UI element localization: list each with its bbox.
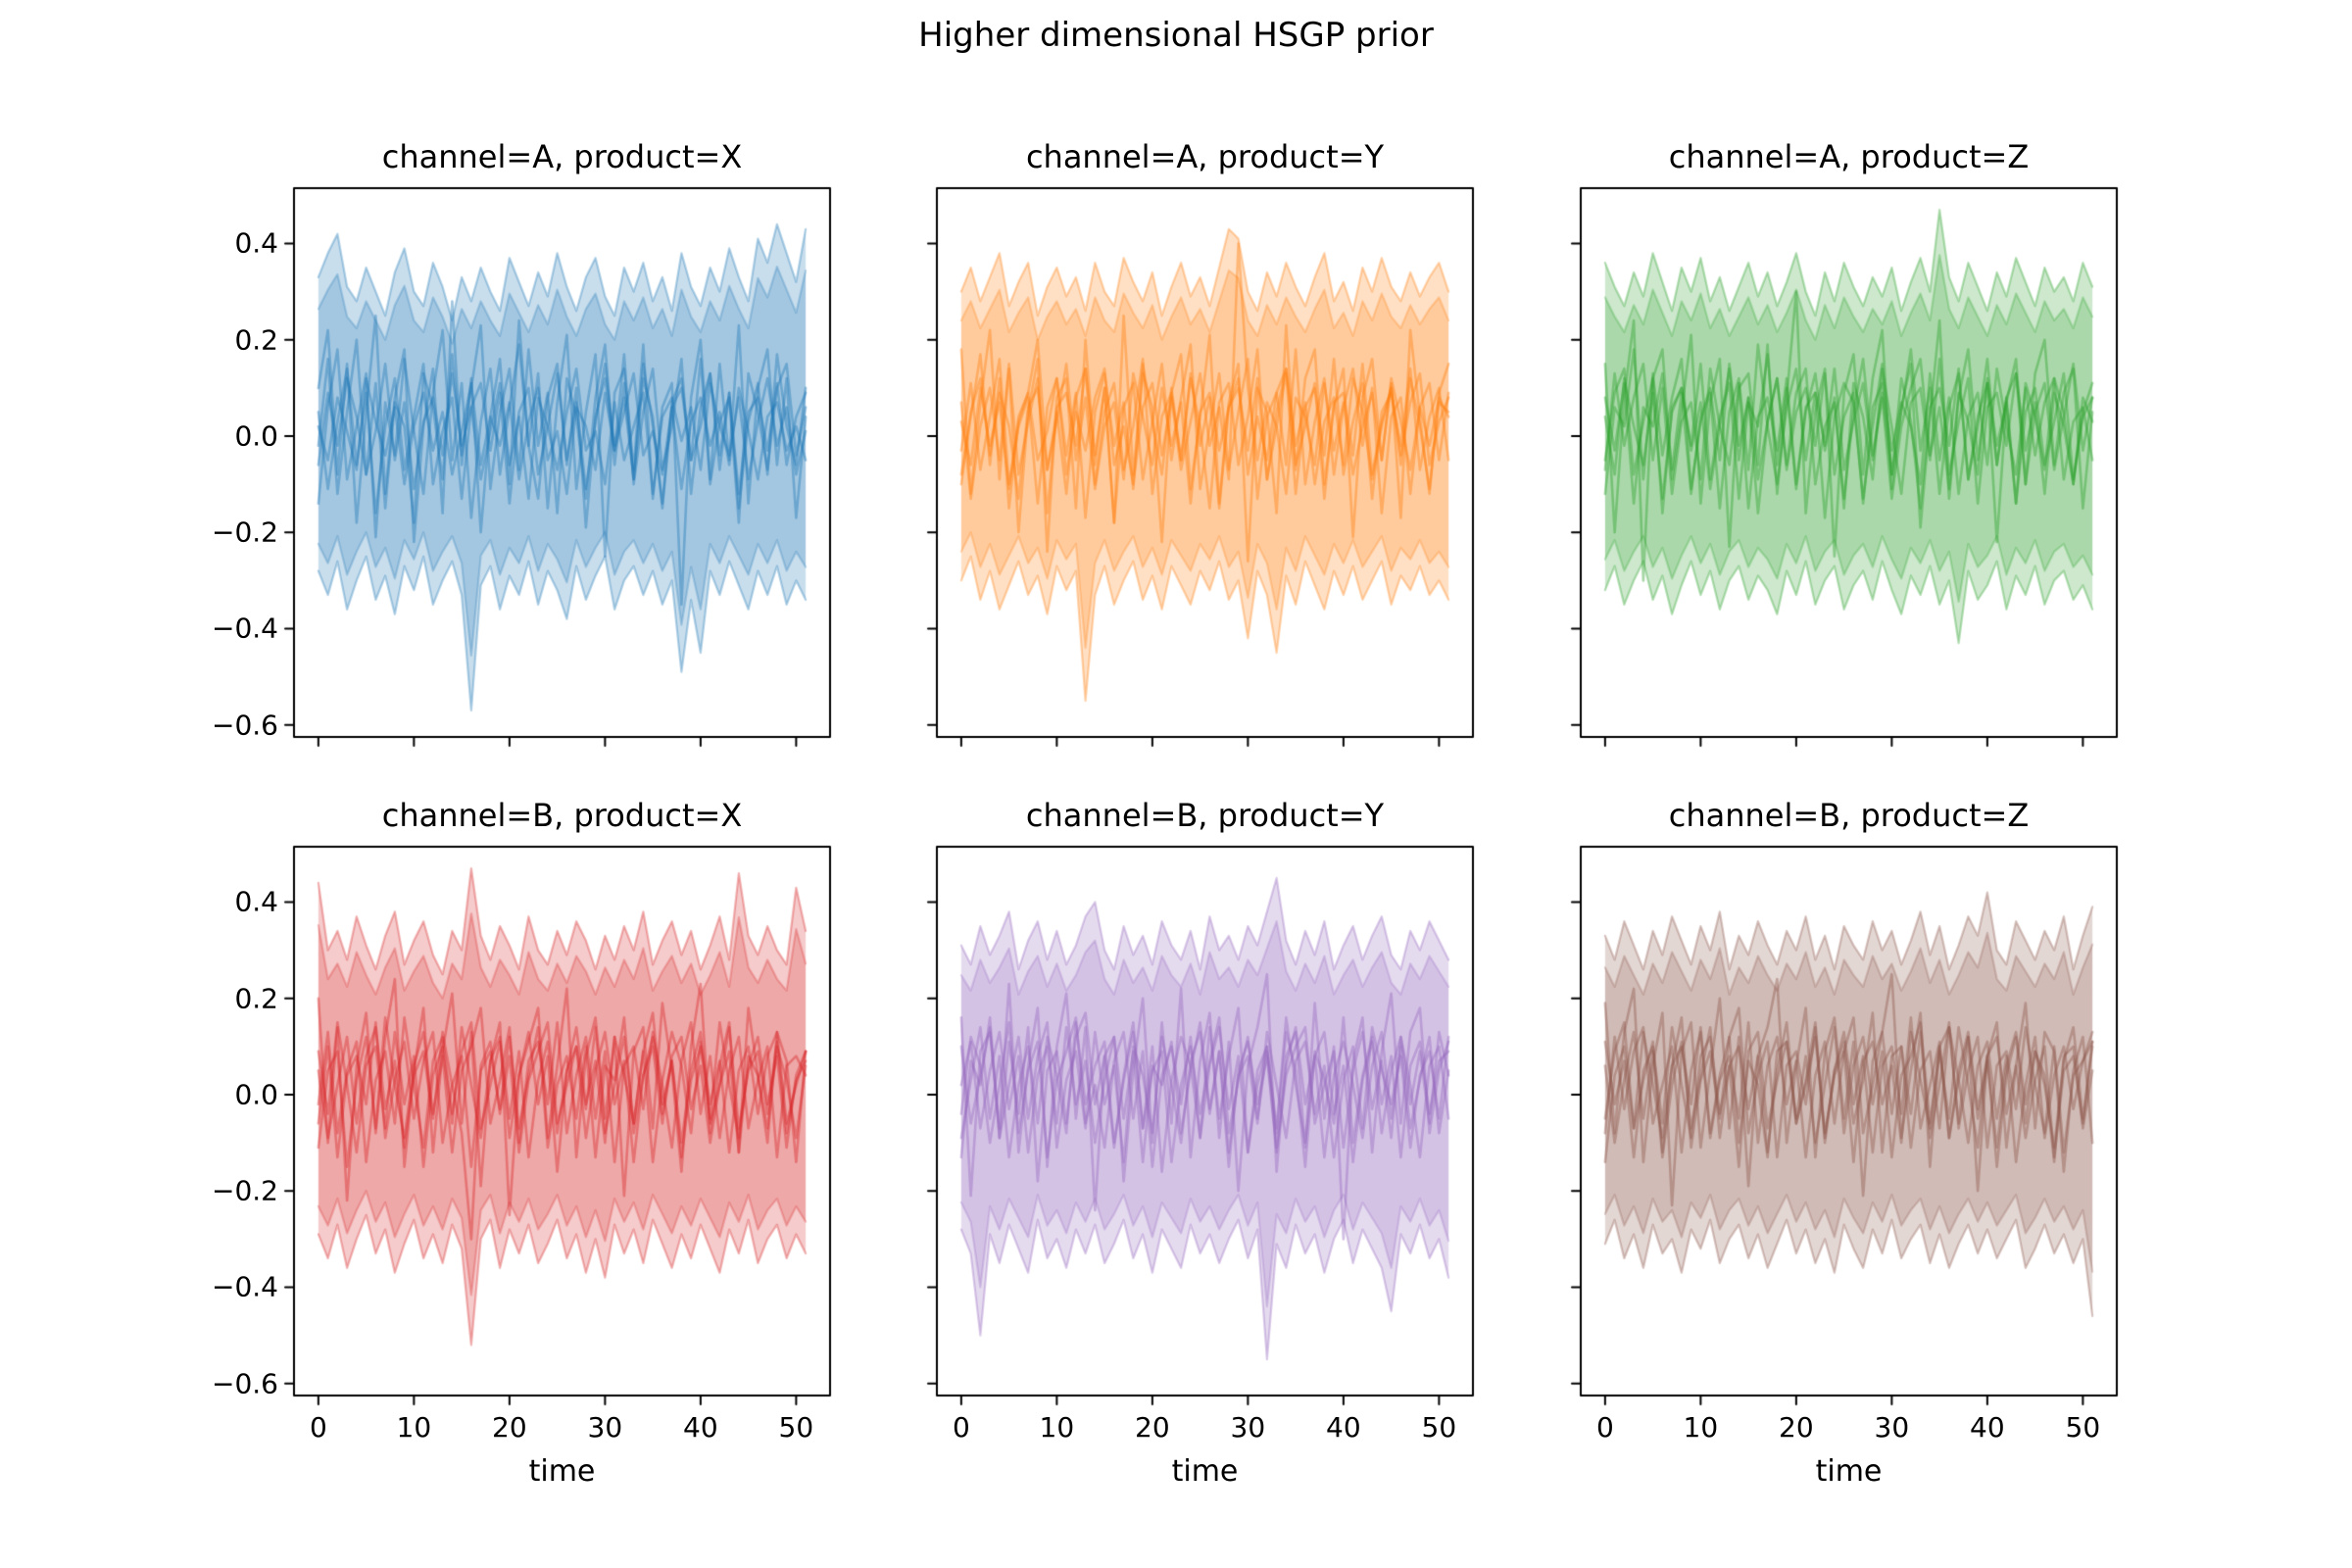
y-tick-label: 0.2: [234, 323, 278, 357]
y-tick-label: 0.4: [234, 885, 278, 918]
x-tick-label: 40: [1970, 1411, 2005, 1444]
x-tick-label: 10: [1683, 1411, 1719, 1444]
subplot-title-channel-b-product-y: channel=B, product=Y: [1025, 797, 1385, 834]
y-tick-label: −0.6: [212, 709, 278, 742]
x-tick-label: 50: [2065, 1411, 2101, 1444]
subplot-canvas-channel-b-product-z: [1567, 845, 2121, 1409]
y-tick-label: 0.0: [234, 1078, 278, 1111]
subplot-canvas-channel-a-product-y: [923, 186, 1477, 751]
subplot-title-channel-a-product-y: channel=A, product=Y: [1025, 138, 1385, 175]
y-tick-label: −0.4: [212, 612, 278, 645]
x-tick-label: 0: [309, 1411, 327, 1444]
x-tick-label: 40: [683, 1411, 718, 1444]
x-tick-label: 30: [587, 1411, 623, 1444]
x-tick-label: 50: [1421, 1411, 1457, 1444]
x-tick-label: 40: [1326, 1411, 1361, 1444]
subplot-title-channel-b-product-z: channel=B, product=Z: [1668, 797, 2030, 834]
x-tick-label: 20: [492, 1411, 527, 1444]
subplot-canvas-channel-a-product-z: [1567, 186, 2121, 751]
y-tick-label: −0.2: [212, 1174, 278, 1207]
figure-title: Higher dimensional HSGP prior: [918, 16, 1434, 55]
x-tick-label: 50: [778, 1411, 814, 1444]
x-axis-label: time: [1815, 1454, 1883, 1489]
x-tick-label: 30: [1874, 1411, 1910, 1444]
y-tick-label: 0.0: [234, 419, 278, 453]
x-tick-label: 10: [1039, 1411, 1075, 1444]
subplot-canvas-channel-b-product-y: [923, 845, 1477, 1409]
y-tick-label: −0.6: [212, 1367, 278, 1400]
x-tick-label: 0: [952, 1411, 970, 1444]
x-axis-label: time: [528, 1454, 596, 1489]
x-tick-label: 20: [1135, 1411, 1170, 1444]
subplot-title-channel-b-product-x: channel=B, product=X: [381, 797, 743, 834]
x-axis-label: time: [1171, 1454, 1239, 1489]
x-tick-label: 30: [1230, 1411, 1266, 1444]
y-tick-label: −0.2: [212, 515, 278, 549]
x-tick-label: 0: [1595, 1411, 1614, 1444]
y-tick-label: 0.4: [234, 226, 278, 260]
x-tick-label: 10: [396, 1411, 432, 1444]
subplot-canvas-channel-b-product-x: [280, 845, 834, 1409]
subplot-title-channel-a-product-x: channel=A, product=X: [381, 138, 743, 175]
y-tick-label: −0.4: [212, 1270, 278, 1303]
y-tick-label: 0.2: [234, 982, 278, 1015]
subplot-canvas-channel-a-product-x: [280, 186, 834, 751]
x-tick-label: 20: [1779, 1411, 1814, 1444]
subplot-title-channel-a-product-z: channel=A, product=Z: [1668, 138, 2030, 175]
